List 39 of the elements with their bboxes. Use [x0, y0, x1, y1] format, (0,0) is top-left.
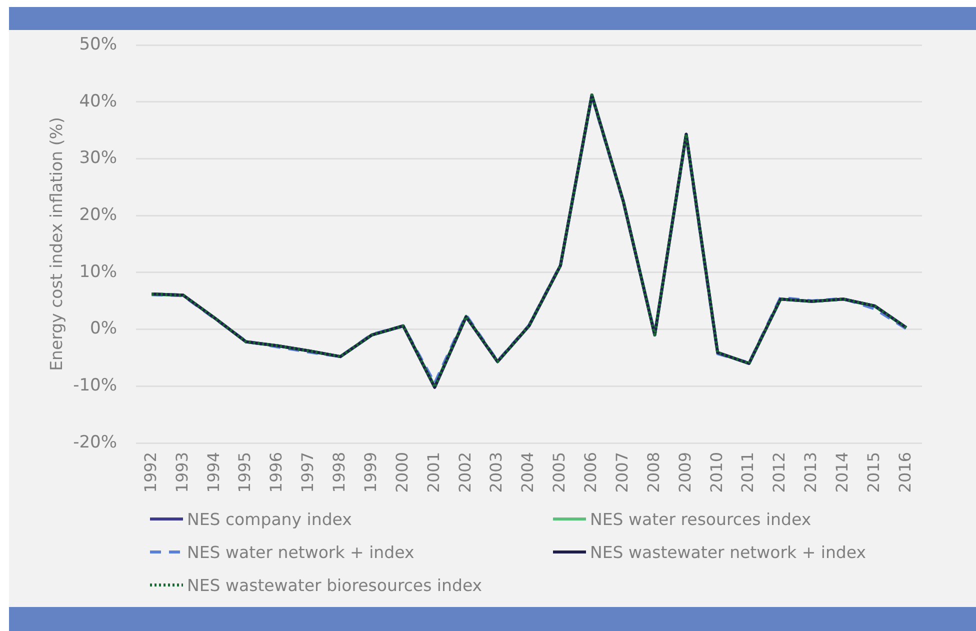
legend-label: NES company index: [187, 510, 352, 528]
legend-label: NES water resources index: [590, 510, 812, 528]
y-tick-label: 10%: [79, 262, 117, 282]
x-tick-label: 2004: [518, 452, 538, 493]
legend-label: NES wastewater bioresources index: [187, 576, 482, 594]
x-tick-label: 2007: [612, 452, 632, 493]
x-tick-label: 2012: [770, 452, 789, 493]
x-tick-label: 1999: [360, 452, 380, 493]
y-tick-label: 30%: [79, 148, 117, 168]
y-tick-label: 20%: [79, 204, 117, 225]
x-tick-label: 2001: [424, 452, 443, 493]
y-tick-label: -20%: [73, 432, 117, 452]
legend-label: NES water network + index: [187, 542, 414, 562]
x-tick-label: 1992: [140, 452, 160, 493]
x-tick-label: 1998: [330, 452, 349, 493]
x-tick-label: 1993: [172, 452, 192, 493]
x-tick-label: 2003: [486, 452, 506, 493]
x-tick-label: 2000: [392, 452, 412, 493]
x-tick-label: 1997: [298, 452, 318, 493]
x-tick-label: 1996: [266, 452, 286, 493]
x-tick-label: 2005: [550, 452, 569, 493]
y-tick-label: 50%: [79, 34, 117, 54]
x-tick-label: 1995: [235, 452, 254, 493]
legend-label: NES wastewater network + index: [590, 542, 866, 562]
y-axis-title: Energy cost index inflation (%): [47, 117, 66, 371]
x-tick-label: 2010: [706, 452, 726, 493]
x-tick-label: 2008: [644, 452, 663, 493]
x-tick-label: 2014: [832, 452, 852, 493]
x-tick-label: 2016: [895, 452, 914, 493]
y-tick-label: 40%: [79, 91, 117, 112]
y-tick-label: -10%: [73, 376, 117, 396]
x-tick-label: 2009: [675, 452, 694, 493]
y-tick-label: 0%: [90, 318, 117, 339]
x-tick-label: 1994: [204, 452, 223, 493]
x-tick-label: 2002: [455, 452, 474, 493]
x-tick-label: 2015: [864, 452, 883, 493]
x-tick-label: 2013: [801, 452, 820, 493]
x-tick-label: 2006: [581, 452, 600, 493]
x-tick-label: 2011: [738, 452, 758, 493]
